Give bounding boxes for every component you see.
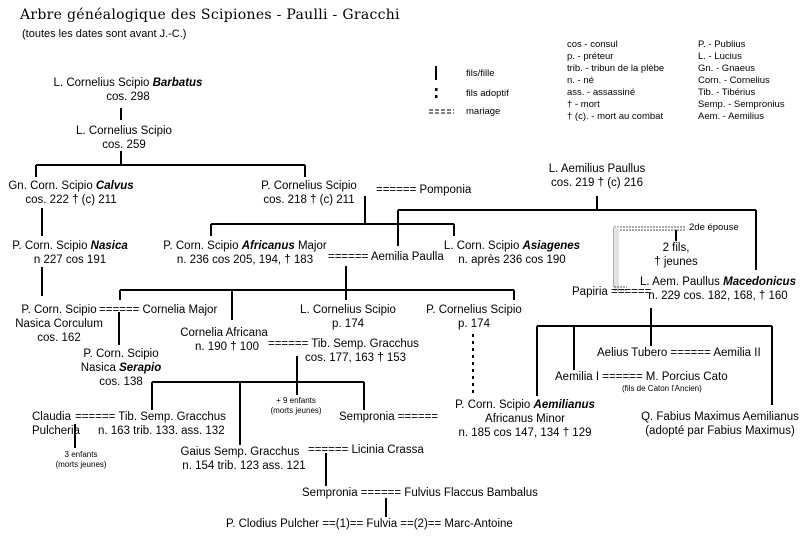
abbrev-left-list: cos - consul p. - préteur trib. - tribun… xyxy=(567,39,664,123)
abbrev-item: Corn. - Cornelius xyxy=(698,75,770,86)
person-publius-174: P. Cornelius Scipio p. 174 xyxy=(426,304,522,330)
person-macedonicus: L. Aem. Paullus Macedonicus n. 229 cos. … xyxy=(640,276,796,302)
person-barbatus: L. Cornelius Scipio Barbatus cos. 298 xyxy=(53,77,203,103)
abbrev-item: Gn. - Gnaeus xyxy=(698,63,756,74)
abbrev-item: ass. - assassiné xyxy=(567,87,636,98)
person-fulvia: P. Clodius Pulcher ==(1)== Fulvia ==(2)=… xyxy=(226,518,513,530)
person-calvus: Gn. Corn. Scipio Calvus cos. 222 † (c) 2… xyxy=(8,180,134,206)
abbrev-item: Tib. - Tibérius xyxy=(698,87,756,98)
person-nasica: P. Corn. Scipio Nasica n 227 cos 191 xyxy=(12,240,128,266)
person-aemilia1: Aemilia I ====== M. Porcius Cato (fils d… xyxy=(555,371,728,393)
abbrev-item: p. - préteur xyxy=(567,51,614,62)
marriage-pomponia: ====== Pomponia xyxy=(376,184,472,196)
abbrev-item: † - mort xyxy=(567,99,600,110)
abbrev-item: n. - né xyxy=(567,75,594,86)
abbrev-item: P. - Publius xyxy=(698,39,746,50)
person-tib-gracchus-son: ====== Tib. Semp. Gracchus n. 163 trib. … xyxy=(75,411,226,437)
marriage-licinia: ====== Licinia Crassa xyxy=(308,444,424,456)
label-second-wife: 2de épouse xyxy=(689,222,739,233)
abbrev-item: Semp. - Sempronius xyxy=(698,99,785,110)
person-publius-218: P. Cornelius Scipio cos. 218 † (c) 211 xyxy=(261,180,357,206)
marriage-papiria: Papiria ====== xyxy=(572,286,652,298)
diagram-subtitle: (toutes les dates sont avant J.-C.) xyxy=(22,28,187,40)
second-wife-marriage xyxy=(613,226,686,291)
person-tubero: Aelius Tubero ====== Aemilia II xyxy=(597,347,761,359)
person-tib-gracchus-father: ====== Tib. Semp. Gracchus cos. 177, 163… xyxy=(268,338,419,364)
person-three-children: 3 enfants (morts jeunes) xyxy=(55,450,107,469)
abbrev-item: L. - Lucius xyxy=(698,51,742,62)
person-two-sons: 2 fils, † jeunes xyxy=(654,242,698,268)
person-aemilianus: P. Corn. Scipio Aemilianus Africanus Min… xyxy=(455,399,595,439)
person-lucius-174: L. Cornelius Scipio p. 174 xyxy=(300,304,396,330)
person-asiagenes: L. Corn. Scipio Asiagenes n. après 236 c… xyxy=(443,240,581,266)
person-serapio: P. Corn. Scipio Nasica Serapio cos. 138 xyxy=(80,348,162,388)
person-scipio-259: L. Cornelius Scipio cos. 259 xyxy=(76,125,172,151)
abbrev-item: Aem. - Aemilius xyxy=(698,111,764,122)
legend-marriage-line xyxy=(429,109,454,114)
person-nine-children: + 9 enfants (morts jeunes) xyxy=(270,396,322,415)
abbrev-right-list: P. - Publius L. - Lucius Gn. - Gnaeus Co… xyxy=(698,39,785,123)
legend-child: fils/fille xyxy=(466,68,495,79)
legend-marriage: mariage xyxy=(466,106,501,117)
person-africanus: P. Corn. Scipio Africanus Major n. 236 c… xyxy=(163,240,327,266)
person-claudia: Claudia Pulcheria xyxy=(32,411,80,437)
diagram-title: Arbre généalogique des Scipiones - Paull… xyxy=(20,7,400,23)
marriage-sempronia1: Sempronia ====== xyxy=(339,411,439,423)
abbrev-item: trib. - tribun de la plèbe xyxy=(567,63,665,74)
marriage-aemilia-paulla: ====== Aemilia Paulla xyxy=(328,251,444,263)
person-fabius: Q. Fabius Maximus Aemilianus (adopté par… xyxy=(641,411,799,437)
abbrev-item: † (c). - mort au combat xyxy=(567,111,664,122)
person-cornelia-africana: Cornelia Africana n. 190 † 100 xyxy=(180,327,268,353)
legend-adopted: fils adoptif xyxy=(466,88,509,99)
abbrev-item: cos - consul xyxy=(567,39,618,50)
person-paullus-219: L. Aemilius Paullus cos. 219 † (c) 216 xyxy=(548,163,646,189)
marriage-cornelia-major: ====== Cornelia Major xyxy=(99,304,218,316)
adoption-dots xyxy=(435,88,474,393)
person-corculum: P. Corn. Scipio Nasica Corculum cos. 162 xyxy=(15,304,103,344)
person-gaius: Gaius Semp. Gracchus n. 154 trib. 123 as… xyxy=(180,446,306,472)
person-sempronia2: Sempronia ====== Fulvius Flaccus Bambalu… xyxy=(302,487,538,499)
